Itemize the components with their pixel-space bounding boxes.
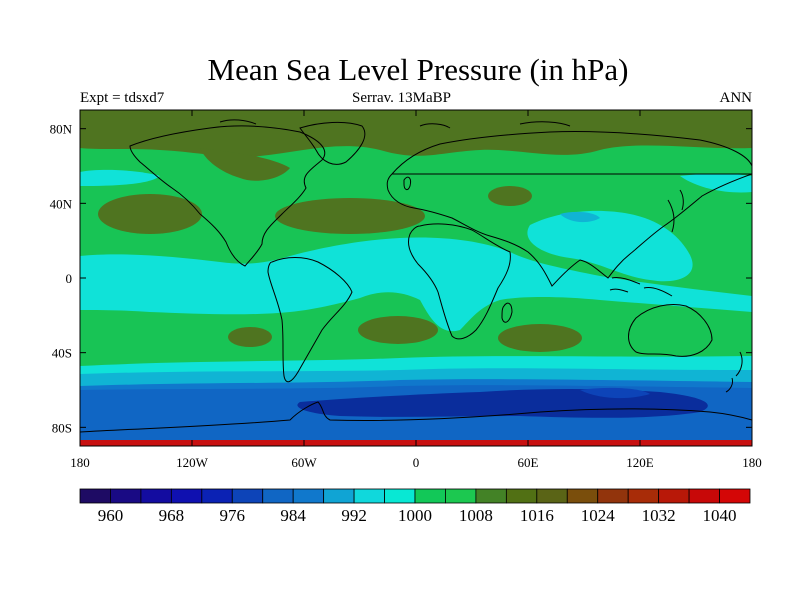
colorbar-swatch <box>292 488 325 504</box>
colorbar-swatch <box>536 488 568 504</box>
lon-tick-label: 60E <box>518 455 539 470</box>
arctic-islands <box>219 119 571 129</box>
latitude-axis: 80N 40N 0 40S 80S <box>50 122 752 435</box>
indian-ocean-high <box>498 324 582 352</box>
lat-tick-label: 40N <box>50 196 73 211</box>
colorbar-swatch <box>201 488 233 504</box>
south-america-coast <box>267 257 353 383</box>
colorbar-label: 1000 <box>398 506 432 525</box>
equatorial-low-band <box>80 237 752 332</box>
lon-tick-label: 120E <box>626 455 654 470</box>
colorbar-swatch <box>445 488 477 504</box>
colorbar-label: 1024 <box>581 506 616 525</box>
colorbar: 960 968 976 984 992 1000 1008 1016 1024 1032 1040 <box>79 488 751 525</box>
colorbar-swatch <box>384 488 416 504</box>
lat-tick-label: 40S <box>52 346 72 361</box>
colorbar-label: 1016 <box>520 506 554 525</box>
east-pacific-low <box>680 173 752 193</box>
north-america-coast <box>129 125 326 267</box>
colorbar-swatch <box>505 488 538 504</box>
lat-tick-label: 80S <box>52 420 72 435</box>
antarctic-trough-deep <box>580 387 650 399</box>
colorbar-swatch <box>597 488 629 504</box>
lon-tick-label: 180 <box>70 455 90 470</box>
atlantic-high-north <box>275 198 425 234</box>
colorbar-label: 1008 <box>459 506 493 525</box>
lon-tick-label: 60W <box>291 455 317 470</box>
colorbar-swatch <box>170 488 203 504</box>
colorbar-swatch <box>110 488 142 504</box>
colorbar-swatch <box>475 488 507 504</box>
lat-tick-label: 80N <box>50 122 73 137</box>
colorbar-swatch <box>231 488 264 504</box>
colorbar-label: 1040 <box>703 506 737 525</box>
lon-tick-label: 120W <box>176 455 209 470</box>
colorbar-label: 976 <box>220 506 246 525</box>
colorbar-label: 1032 <box>642 506 676 525</box>
scenario-label: Serrav. 13MaBP <box>352 90 452 106</box>
colorbar-label: 992 <box>341 506 367 525</box>
colorbar-swatch <box>658 488 690 504</box>
colorbar-swatch <box>566 488 599 504</box>
eurasia-coast <box>386 130 752 287</box>
experiment-label: Expt = tdsxd7 <box>80 90 165 106</box>
aleutian-low <box>80 169 160 186</box>
colorbar-swatch <box>688 488 720 504</box>
north-atlantic-high-top <box>200 148 290 181</box>
colorbar-swatch <box>323 488 355 504</box>
longitude-axis: 180 120W 60W 0 60E 120E 180 <box>70 110 762 470</box>
siberian-high <box>488 186 532 206</box>
lat-tick-label: 0 <box>66 271 73 286</box>
south-atlantic-high <box>358 316 438 344</box>
colorbar-swatch <box>353 488 385 504</box>
coastlines <box>80 119 752 433</box>
new-zealand-coast <box>725 351 743 393</box>
colorbar-swatch <box>627 488 660 504</box>
uk-islands <box>403 176 411 191</box>
australia-coast <box>628 304 713 357</box>
colorbar-swatch <box>140 488 172 504</box>
colorbar-label: 984 <box>280 506 306 525</box>
colorbar-swatch <box>414 488 446 504</box>
antarctica-coast <box>80 401 752 433</box>
pressure-field <box>80 110 752 446</box>
greenland-coast <box>299 121 366 165</box>
colorbar-label: 960 <box>98 506 124 525</box>
lon-tick-label: 180 <box>742 455 762 470</box>
plot-title: Mean Sea Level Pressure (in hPa) <box>207 52 629 87</box>
africa-coast <box>407 223 511 340</box>
south-pacific-high <box>228 327 272 347</box>
colorbar-swatch <box>262 488 294 504</box>
japan-islands <box>667 189 684 233</box>
colorbar-swatch <box>79 488 111 504</box>
colorbar-swatch <box>719 488 751 504</box>
asian-monsoon-low <box>527 210 693 282</box>
asian-low-core <box>560 211 600 223</box>
season-label: ANN <box>719 90 753 106</box>
colorbar-label: 968 <box>159 506 185 525</box>
antarctic-margin <box>80 418 752 446</box>
pacific-high-north <box>98 194 202 234</box>
indonesia-islands <box>609 277 673 297</box>
madagascar-coast <box>501 302 513 323</box>
lon-tick-label: 0 <box>413 455 420 470</box>
